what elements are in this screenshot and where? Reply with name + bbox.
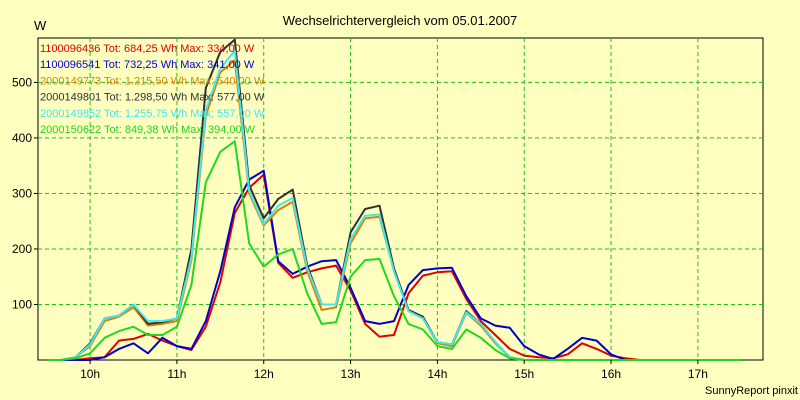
x-tick-label: 11h xyxy=(167,367,186,381)
series-line-1100096436 xyxy=(46,173,742,361)
legend-entry-2000149773: 2000149773 Tot: 1.215,50 Wh Max: 540,00 … xyxy=(40,75,265,87)
footer-credit: SunnyReport pinxit xyxy=(705,385,798,397)
x-tick-label: 13h xyxy=(341,367,361,381)
y-tick-label: 200 xyxy=(12,242,32,256)
y-tick-label: 100 xyxy=(12,297,32,311)
x-tick-label: 17h xyxy=(688,367,708,381)
chart-title: Wechselrichtervergleich vom 05.01.2007 xyxy=(283,13,518,28)
x-tick-label: 10h xyxy=(80,367,100,381)
grid-layer xyxy=(38,38,763,360)
legend: 1100096436 Tot: 684,25 Wh Max: 334,00 W 1… xyxy=(40,43,265,136)
legend-entry-2000149852: 2000149852 Tot: 1.255,75 Wh Max: 557,00 … xyxy=(40,108,265,120)
x-tick-label: 14h xyxy=(427,367,447,381)
y-tick-label: 400 xyxy=(12,131,32,145)
legend-entry-2000149801: 2000149801 Tot: 1.298,50 Wh Max: 577,00 … xyxy=(40,92,265,104)
legend-entry-1100096541: 1100096541 Tot: 732,25 Wh Max: 341,00 W xyxy=(40,59,255,71)
series-layer xyxy=(46,38,742,361)
x-tick-label: 15h xyxy=(514,367,534,381)
legend-entry-1100096436: 1100096436 Tot: 684,25 Wh Max: 334,00 W xyxy=(40,43,255,55)
x-tick-label: 12h xyxy=(254,367,274,381)
y-axis-label: W xyxy=(34,18,47,33)
x-tick-label: 16h xyxy=(601,367,621,381)
y-tick-label: 500 xyxy=(12,75,32,89)
y-tick-label: 300 xyxy=(12,186,32,200)
series-line-2000150622 xyxy=(46,140,742,361)
legend-entry-2000150622: 2000150622 Tot: 849,38 Wh Max: 394,00 W xyxy=(40,124,256,136)
axis-layer: 100 200 300 400 500 10h 11h 12h 13h 14h 15h 16h 17h xyxy=(12,75,708,381)
